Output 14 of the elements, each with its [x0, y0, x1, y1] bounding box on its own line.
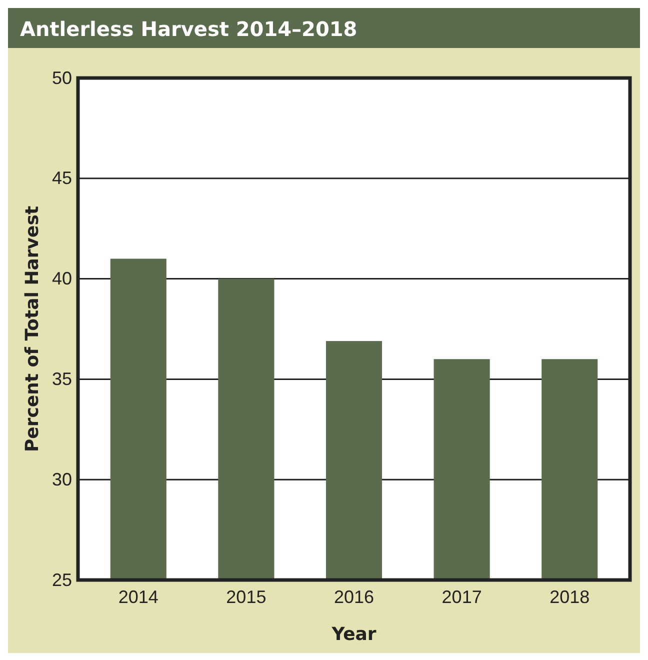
- y-axis-title: Percent of Total Harvest: [22, 206, 43, 452]
- x-tick-label: 2015: [226, 586, 266, 607]
- x-tick-label: 2017: [442, 586, 482, 607]
- y-tick-label: 40: [52, 268, 72, 289]
- x-tick-label: 2016: [334, 586, 374, 607]
- x-axis-title: Year: [330, 624, 376, 645]
- y-tick-label: 45: [52, 168, 72, 188]
- y-tick-label: 50: [52, 68, 72, 88]
- y-tick-label: 25: [52, 570, 72, 590]
- chart-title: Antlerless Harvest 2014–2018: [20, 17, 358, 41]
- x-tick-label: 2018: [550, 586, 590, 607]
- y-tick-label: 30: [52, 469, 72, 490]
- y-tick-label: 35: [52, 368, 72, 389]
- x-tick-label: 2014: [118, 586, 158, 607]
